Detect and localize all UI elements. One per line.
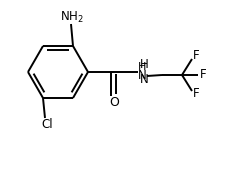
Text: F: F — [192, 50, 199, 62]
Text: NH$_2$: NH$_2$ — [60, 9, 84, 25]
Text: O: O — [109, 96, 118, 110]
Text: H: H — [137, 62, 146, 72]
Text: F: F — [192, 87, 199, 101]
Text: N: N — [137, 70, 146, 82]
Text: H
N: H N — [139, 58, 148, 86]
Text: Cl: Cl — [41, 118, 53, 132]
Text: F: F — [199, 68, 205, 81]
